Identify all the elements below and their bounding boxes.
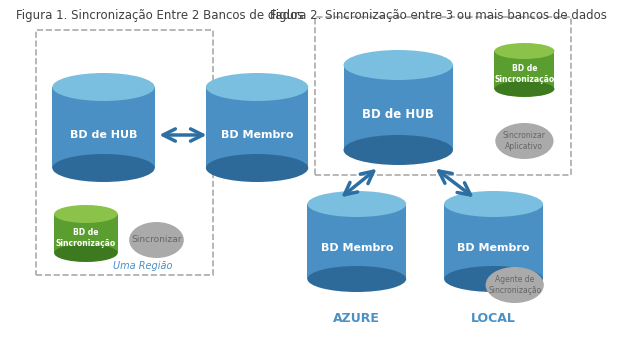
Text: BD de
Sincronização: BD de Sincronização [494, 64, 555, 84]
Ellipse shape [206, 73, 308, 101]
Ellipse shape [494, 43, 554, 59]
Text: BD de HUB: BD de HUB [363, 109, 434, 122]
Text: BD de
Sincronização: BD de Sincronização [56, 228, 116, 248]
Text: AZURE: AZURE [333, 312, 380, 326]
Ellipse shape [308, 266, 406, 292]
Bar [36, 30, 213, 275]
Text: Uma Região: Uma Região [114, 261, 173, 271]
Ellipse shape [206, 154, 308, 182]
Ellipse shape [344, 50, 453, 80]
Polygon shape [308, 204, 406, 279]
Text: Agente de
Sincronização: Agente de Sincronização [488, 275, 542, 295]
Ellipse shape [485, 267, 544, 303]
Polygon shape [52, 87, 155, 168]
Polygon shape [54, 214, 118, 253]
Polygon shape [206, 87, 308, 168]
Ellipse shape [54, 205, 118, 223]
Text: BD Membro: BD Membro [221, 130, 293, 140]
Polygon shape [444, 204, 543, 279]
Text: Figura 1. Sincronização Entre 2 Bancos de dados: Figura 1. Sincronização Entre 2 Bancos d… [16, 9, 304, 22]
Text: BD Membro: BD Membro [457, 243, 530, 253]
Text: BD de HUB: BD de HUB [70, 130, 137, 140]
Ellipse shape [344, 135, 453, 165]
Text: BD Membro: BD Membro [321, 243, 393, 253]
Text: Sincronizar: Sincronizar [131, 236, 182, 245]
Ellipse shape [444, 191, 543, 217]
Text: Figura 2. Sincronização entre 3 ou mais bancos de dados: Figura 2. Sincronização entre 3 ou mais … [270, 9, 607, 22]
Bar [315, 17, 571, 175]
Ellipse shape [495, 123, 553, 159]
Text: LOCAL: LOCAL [471, 312, 516, 326]
Text: Sincronizar
Aplicativo: Sincronizar Aplicativo [503, 131, 546, 151]
Ellipse shape [308, 191, 406, 217]
Ellipse shape [52, 73, 155, 101]
Polygon shape [344, 65, 453, 150]
Ellipse shape [494, 81, 554, 97]
Ellipse shape [54, 244, 118, 262]
Ellipse shape [52, 154, 155, 182]
Polygon shape [494, 51, 554, 89]
Ellipse shape [129, 222, 184, 258]
Ellipse shape [444, 266, 543, 292]
